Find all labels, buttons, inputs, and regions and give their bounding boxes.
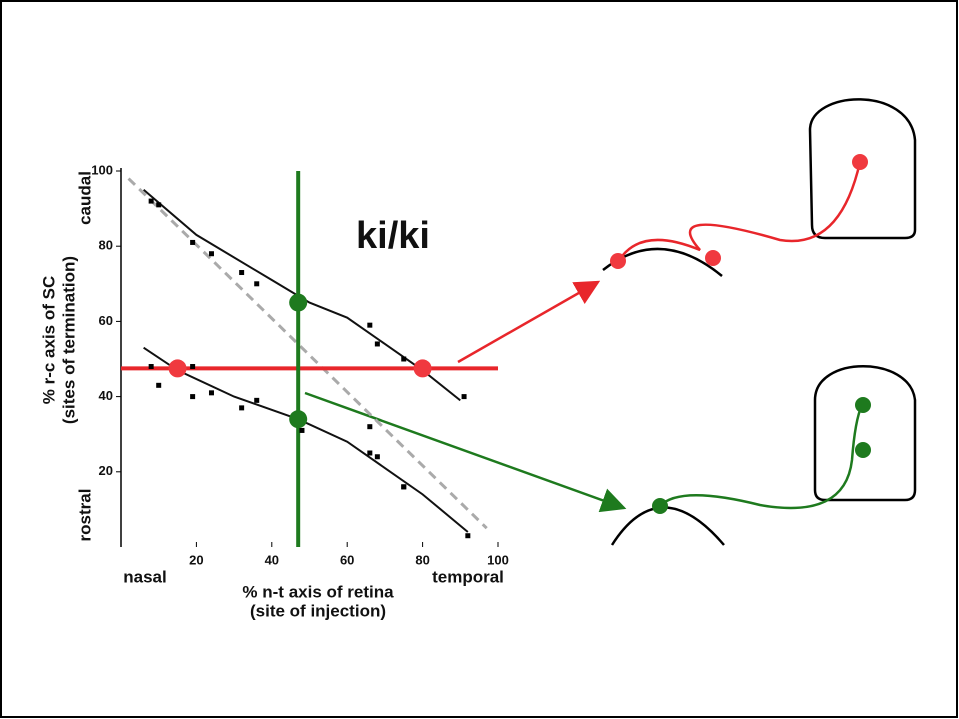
x-axis-label: % n-t axis of retina xyxy=(242,582,394,601)
data-point xyxy=(156,382,162,388)
data-point xyxy=(401,484,407,490)
marker xyxy=(705,250,721,266)
x-annotation: temporal xyxy=(432,567,504,586)
data-point xyxy=(156,202,162,208)
highlight-marker xyxy=(289,410,308,429)
data-point xyxy=(254,397,260,403)
fit-curve xyxy=(143,346,469,533)
y-tick-label: 40 xyxy=(99,388,113,403)
marker xyxy=(652,498,668,514)
fit-curve xyxy=(127,177,488,530)
y-annotation: caudal xyxy=(75,171,94,225)
y-axis-label: % r-c axis of SC xyxy=(39,276,58,405)
marker xyxy=(855,442,871,458)
y-tick-label: 80 xyxy=(99,238,113,253)
data-point xyxy=(461,394,467,400)
data-point xyxy=(299,427,305,433)
x-tick-label: 60 xyxy=(340,552,354,567)
data-point xyxy=(239,405,245,411)
data-point xyxy=(465,533,471,539)
arrow xyxy=(304,391,627,513)
chart-title: ki/ki xyxy=(356,215,430,257)
data-point xyxy=(208,251,214,257)
arrow xyxy=(457,280,601,364)
x-axis-label: (site of injection) xyxy=(250,601,386,620)
highlight-marker xyxy=(413,359,432,378)
data-point xyxy=(148,364,154,370)
data-point xyxy=(190,394,196,400)
y-tick-label: 100 xyxy=(91,162,113,177)
data-point xyxy=(239,270,245,276)
highlight-marker xyxy=(289,293,308,312)
data-point xyxy=(374,454,380,460)
x-tick-label: 40 xyxy=(265,552,279,567)
marker xyxy=(610,253,626,269)
x-tick-label: 20 xyxy=(189,552,203,567)
marker xyxy=(852,154,868,170)
x-tick-label: 80 xyxy=(415,552,429,567)
diagram xyxy=(304,98,917,546)
data-point xyxy=(190,364,196,370)
data-point xyxy=(367,322,373,328)
x-tick-label: 100 xyxy=(487,552,509,567)
data-point xyxy=(254,281,260,287)
highlight-marker xyxy=(168,359,187,378)
marker xyxy=(855,397,871,413)
data-point xyxy=(374,341,380,347)
x-annotation: nasal xyxy=(123,567,166,586)
data-point xyxy=(208,390,214,396)
data-point xyxy=(367,450,373,456)
colliculus-outline xyxy=(813,365,917,502)
y-tick-label: 20 xyxy=(99,463,113,478)
y-tick-label: 60 xyxy=(99,313,113,328)
axon-path xyxy=(659,404,864,510)
data-point xyxy=(401,356,407,362)
axon-path xyxy=(616,161,862,263)
y-annotation: rostral xyxy=(75,489,94,542)
data-point xyxy=(367,424,373,430)
data-point xyxy=(148,198,154,204)
y-axis-label: (sites of termination) xyxy=(59,256,78,424)
data-point xyxy=(190,239,196,245)
